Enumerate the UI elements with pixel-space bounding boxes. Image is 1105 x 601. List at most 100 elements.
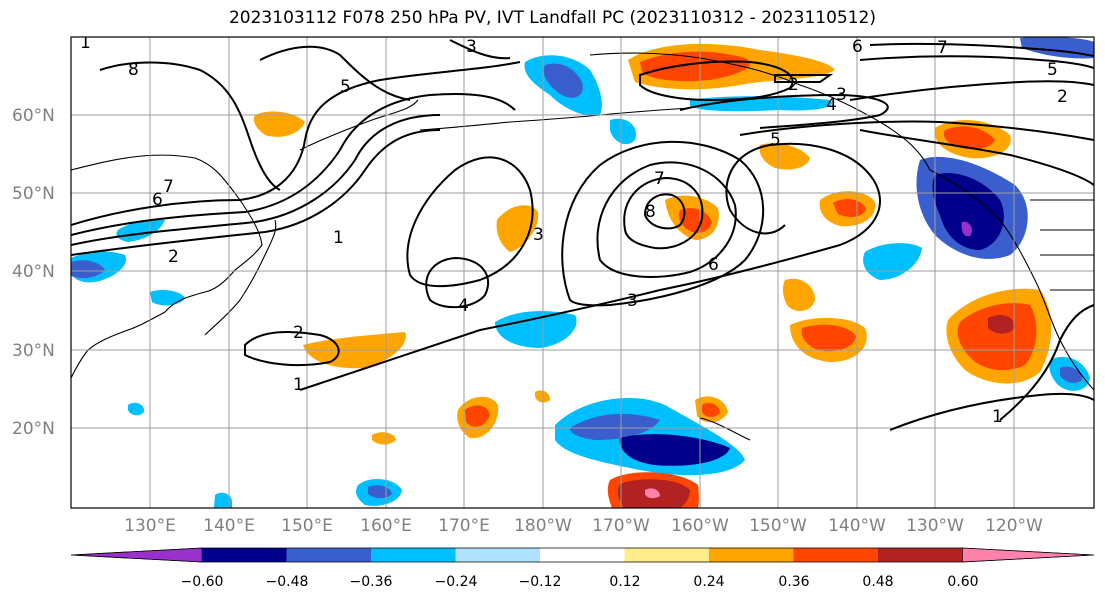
colorbar-tick-label: −0.12 bbox=[519, 574, 562, 590]
positive-anomaly-patch bbox=[678, 208, 712, 233]
colorbar-tick-label: 0.36 bbox=[778, 574, 809, 590]
contour-label: 5 bbox=[340, 77, 351, 97]
pv-contour bbox=[999, 304, 1094, 421]
colorbar-segment bbox=[624, 548, 710, 562]
positive-anomaly-patch bbox=[801, 324, 856, 352]
contour-label: 7 bbox=[937, 38, 948, 58]
gridlines bbox=[71, 37, 1094, 508]
contour-label: 1 bbox=[80, 33, 91, 53]
colorbar-tick-label: −0.60 bbox=[181, 574, 224, 590]
contour-label: 7 bbox=[163, 177, 174, 197]
negative-anomaly-patch bbox=[543, 63, 583, 98]
contour-label: 3 bbox=[836, 85, 847, 105]
pv-contour bbox=[71, 114, 441, 246]
contour-label: 2 bbox=[788, 75, 799, 95]
longitude-labels: 130°E 140°E 150°E 160°E 170°E 180°W 170°… bbox=[124, 516, 1043, 536]
colorbar-tick-label: 0.24 bbox=[693, 574, 724, 590]
lon-label: 160°E bbox=[360, 516, 412, 536]
contour-label: 6 bbox=[852, 37, 863, 57]
positive-anomaly-patch bbox=[372, 432, 396, 445]
positive-anomaly-patch bbox=[759, 143, 810, 170]
pv-contour bbox=[71, 129, 441, 256]
contour-label: 2 bbox=[168, 247, 179, 267]
coastlines bbox=[71, 52, 1094, 441]
negative-anomaly-patch bbox=[961, 221, 973, 237]
pv-contour bbox=[889, 392, 1094, 431]
positive-anomaly-patch bbox=[640, 51, 751, 82]
colorbar-tick-label: 0.12 bbox=[609, 574, 640, 590]
colorbar-outline bbox=[70, 547, 1095, 563]
negative-anomaly-patch bbox=[116, 219, 165, 242]
pv-contour bbox=[259, 45, 411, 101]
colorbar-tick-label: 0.60 bbox=[947, 574, 978, 590]
coastline-japan bbox=[204, 219, 277, 336]
negative-anomaly-patch bbox=[214, 492, 232, 508]
lon-label: 170°W bbox=[592, 516, 650, 536]
lon-label: 120°W bbox=[985, 516, 1043, 536]
pv-contour bbox=[449, 39, 511, 60]
coastline-na-west bbox=[929, 169, 1094, 391]
contour-label: 6 bbox=[708, 255, 719, 275]
colorbar-segment bbox=[202, 548, 287, 562]
contour-label: 3 bbox=[466, 37, 477, 57]
lon-label: 140°E bbox=[203, 516, 255, 536]
colorbar-tick-label: 0.48 bbox=[862, 574, 893, 590]
pv-contour bbox=[739, 120, 1094, 141]
colorbar-segment bbox=[709, 548, 794, 562]
coastline-aleutians bbox=[419, 107, 691, 131]
negative-anomaly-patch bbox=[619, 434, 730, 466]
map-panel: 8 5 3 1 7 6 2 1 2 4 3 3 7 8 6 5 4 3 2 1 … bbox=[71, 33, 1094, 508]
pv-contour bbox=[244, 331, 340, 367]
positive-anomaly-patch bbox=[943, 126, 995, 150]
positive-anomaly-patch bbox=[496, 205, 539, 252]
lon-label: 130°W bbox=[906, 516, 964, 536]
positive-anomaly-patch bbox=[253, 111, 305, 137]
positive-anomaly-patch bbox=[782, 278, 815, 312]
positive-anomaly-patch bbox=[988, 315, 1015, 334]
positive-anomaly-patch bbox=[702, 402, 720, 418]
colorbar-segment bbox=[286, 548, 372, 562]
contour-label: 5 bbox=[770, 130, 781, 150]
colorbar-segment bbox=[371, 548, 456, 562]
colorbar-tick-label: −0.24 bbox=[435, 574, 478, 590]
contour-label: 2 bbox=[1057, 87, 1068, 107]
contour-label: 4 bbox=[458, 296, 469, 316]
coastline-alaska bbox=[589, 52, 931, 171]
map-frame bbox=[70, 36, 1095, 509]
lon-label: 150°E bbox=[281, 516, 333, 536]
pv-contour bbox=[71, 61, 521, 226]
lon-label: 170°E bbox=[438, 516, 490, 536]
lat-label: 50°N bbox=[12, 184, 55, 204]
positive-anomaly-patch bbox=[957, 303, 1037, 371]
contour-label: 1 bbox=[333, 228, 344, 248]
coastline-canada-border bbox=[1030, 199, 1094, 291]
contour-label: 1 bbox=[992, 407, 1003, 427]
negative-anomaly-patch bbox=[932, 172, 1004, 250]
colorbar-tick-label: −0.36 bbox=[350, 574, 393, 590]
colorbar: −0.60 −0.48 −0.36 −0.24 −0.12 0.12 0.24 … bbox=[70, 547, 1095, 590]
pv-contour bbox=[406, 156, 534, 288]
coastline-hawaii bbox=[699, 417, 751, 441]
negative-anomaly-patch bbox=[570, 413, 660, 440]
contour-label-group: 8 5 3 1 7 6 2 1 2 4 3 3 7 8 6 5 4 3 2 1 … bbox=[80, 33, 1068, 427]
pv-contour bbox=[623, 176, 704, 250]
contour-label: 1 bbox=[293, 375, 304, 395]
colorbar-extend-low bbox=[70, 547, 203, 563]
negative-anomaly-patch bbox=[71, 260, 105, 278]
pv-contour bbox=[639, 60, 794, 102]
negative-anomaly-patch bbox=[495, 310, 577, 348]
negative-anomaly-patch bbox=[1060, 366, 1082, 383]
contour-label: 6 bbox=[152, 190, 163, 210]
pv-contour bbox=[561, 140, 765, 307]
contour-label: 8 bbox=[128, 60, 139, 80]
pv-contour bbox=[859, 55, 1094, 69]
colorbar-segment bbox=[878, 548, 963, 562]
coastline-kamchatka bbox=[299, 99, 419, 151]
contour-label: 2 bbox=[293, 323, 304, 343]
positive-anomaly-patch bbox=[465, 405, 490, 427]
negative-anomaly-patch bbox=[150, 290, 185, 306]
contour-label: 3 bbox=[627, 291, 638, 311]
pv-contour bbox=[849, 80, 1094, 101]
pv-contour bbox=[859, 129, 1094, 186]
